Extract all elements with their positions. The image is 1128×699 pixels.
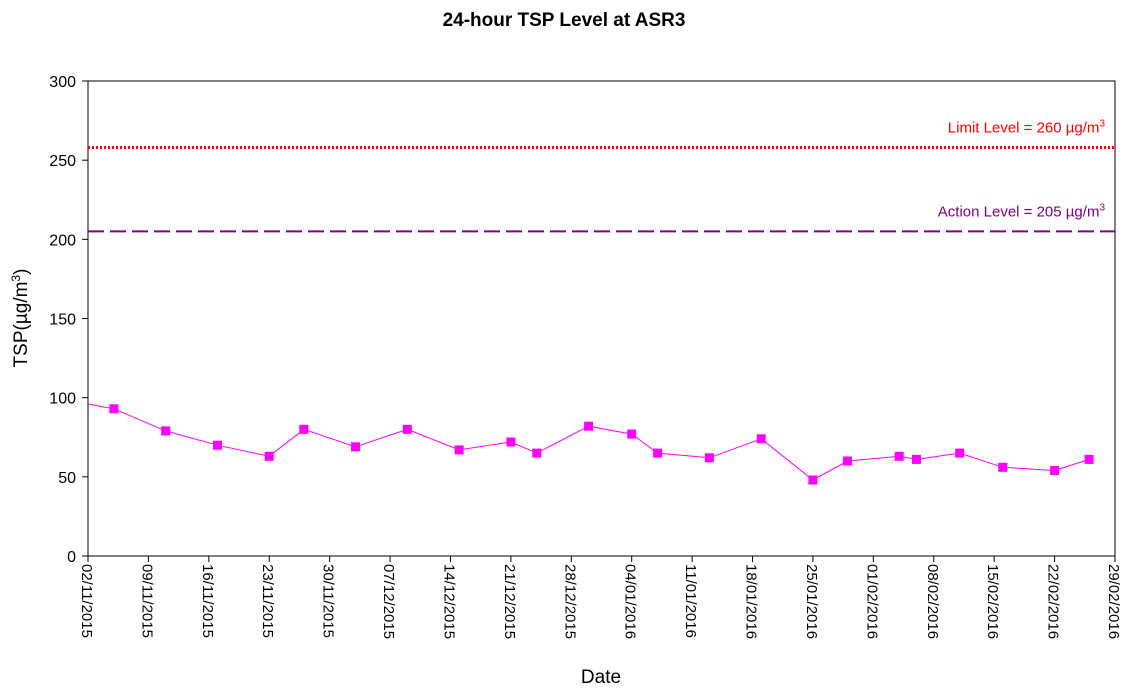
data-point [808, 475, 818, 485]
data-point [109, 404, 119, 414]
y-tick-label: 100 [49, 391, 76, 408]
data-point [756, 434, 766, 444]
x-tick-label: 11/01/2016 [682, 564, 699, 638]
data-point [506, 437, 516, 447]
x-tick-label: 16/11/2015 [199, 564, 216, 638]
data-point [912, 454, 921, 464]
chart-title: 24-hour TSP Level at ASR3 [442, 10, 686, 31]
data-point [213, 440, 222, 450]
data-point [584, 421, 594, 431]
data-point [454, 445, 464, 455]
data-point [1050, 466, 1060, 475]
data-point [402, 424, 412, 434]
data-point [161, 426, 171, 436]
x-tick-label: 14/12/2015 [440, 564, 457, 639]
y-tick-label: 50 [58, 470, 76, 487]
plot-area [87, 80, 1116, 557]
data-point [894, 451, 904, 461]
x-tick-label: 02/11/2015 [78, 564, 95, 638]
y-tick-label: 150 [49, 312, 76, 329]
data-point [955, 448, 965, 458]
data-point [627, 429, 637, 439]
data-point [704, 453, 714, 463]
y-tick-label: 300 [49, 74, 76, 91]
x-tick-label: 21/12/2015 [501, 564, 518, 639]
reference-lines: Limit Level = 260 µg/m3 Action Level = 20… [88, 119, 1115, 233]
x-axis: 02/11/2015 09/11/2015 16/11/2015 23/11/2015… [78, 556, 1122, 639]
x-tick-label: 15/02/2016 [984, 564, 1001, 639]
y-axis-label: TSP(µg/m3) [9, 269, 32, 368]
x-tick-label: 09/11/2015 [138, 564, 155, 638]
data-point [998, 462, 1008, 472]
x-tick-label: 25/01/2016 [803, 564, 820, 639]
series-line [87, 403, 1090, 481]
x-tick-label: 04/01/2016 [622, 564, 639, 639]
x-tick-label: 01/02/2016 [863, 564, 880, 639]
x-tick-label: 22/02/2016 [1045, 564, 1062, 639]
series-layer [87, 403, 1094, 485]
data-point [653, 448, 663, 458]
y-tick-label: 0 [67, 549, 76, 566]
y-tick-label: 200 [49, 232, 76, 249]
x-tick-label: 29/02/2016 [1105, 564, 1122, 639]
data-point [351, 442, 360, 452]
data-point [843, 456, 852, 466]
y-tick-label: 250 [49, 153, 76, 170]
x-tick-label: 23/11/2015 [259, 564, 276, 638]
data-point [1084, 454, 1094, 464]
data-point [299, 424, 309, 434]
limit-level-label: Limit Level = 260 µg/m3 [948, 119, 1106, 137]
y-axis: 0 50 100 150 200 250 300 [49, 74, 88, 566]
x-tick-label: 08/02/2016 [924, 564, 941, 639]
x-tick-label: 28/12/2015 [561, 564, 578, 639]
x-tick-label: 18/01/2016 [743, 564, 760, 639]
data-point [264, 451, 274, 461]
x-tick-label: 30/11/2015 [320, 564, 337, 638]
data-point [532, 448, 542, 458]
x-tick-label: 07/12/2015 [380, 564, 397, 639]
action-level-label: Action Level = 205 µg/m3 [938, 202, 1106, 220]
x-axis-label: Date [581, 667, 621, 688]
